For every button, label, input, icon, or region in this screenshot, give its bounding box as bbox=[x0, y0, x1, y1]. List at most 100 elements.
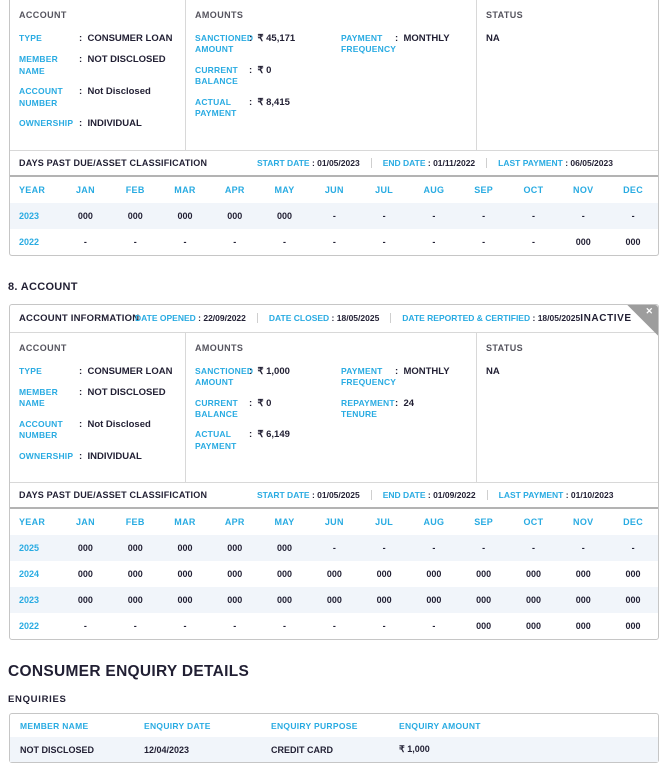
dpd-value-cell: 000 bbox=[625, 595, 641, 606]
account-fields: TYPE CONSUMER LOAN MEMBER NAME NOT DISCLOSE… bbox=[19, 33, 176, 131]
last-payment-label: LAST PAYMENT bbox=[498, 157, 563, 168]
dpd-header-cell: NOV bbox=[573, 517, 594, 528]
enquiry-header-cell: ENQUIRY DATE bbox=[144, 720, 211, 731]
dpd-value-cell: - bbox=[581, 210, 585, 221]
field-label: ACCOUNT NUMBER bbox=[19, 86, 63, 108]
field-value: INDIVIDUAL bbox=[79, 118, 141, 130]
dpd-year-row: 2022 - - - - - - - - 000 000 000 000 bbox=[10, 613, 658, 639]
close-icon[interactable]: ✕ bbox=[645, 305, 653, 316]
end-date-group: END DATE 01/11/2022 bbox=[370, 157, 475, 168]
dpd-value-cell: - bbox=[382, 236, 386, 247]
start-date-label: START DATE bbox=[257, 157, 310, 168]
date-closed-group: DATE CLOSED 18/05/2025 bbox=[256, 313, 380, 324]
account-column-title: ACCOUNT bbox=[19, 10, 67, 20]
dpd-value-cell: - bbox=[382, 621, 386, 632]
dpd-value-cell: 000 bbox=[277, 543, 293, 554]
dpd-value-cell: - bbox=[233, 236, 237, 247]
status-column: STATUS NA bbox=[477, 333, 658, 483]
status-column-title: STATUS bbox=[486, 10, 524, 20]
field-value: ₹ 6,149 bbox=[249, 429, 289, 452]
dpd-value-cell: 000 bbox=[625, 621, 641, 632]
enquiry-header-row: MEMBER NAME ENQUIRY DATE ENQUIRY PURPOSE EN… bbox=[10, 714, 658, 737]
start-date-group: START DATE 01/05/2023 bbox=[257, 158, 360, 168]
dpd-header-cell: APR bbox=[224, 517, 245, 528]
field-label: ACTUAL PAYMENT bbox=[195, 96, 237, 119]
amounts-right-fields: PAYMENT FREQUENCYMONTHLY bbox=[341, 33, 467, 129]
dpd-value-cell: 000 bbox=[277, 569, 293, 580]
enquiry-cell: 12/04/2023 bbox=[134, 737, 261, 763]
start-date-label: START DATE bbox=[257, 490, 310, 501]
end-date-label: END DATE bbox=[382, 490, 426, 501]
dpd-year-cell: 2022 bbox=[19, 236, 40, 247]
end-date-value: 01/11/2022 bbox=[426, 158, 475, 168]
dpd-value-cell: - bbox=[482, 543, 486, 554]
field-value: Not Disclosed bbox=[79, 419, 150, 442]
dpd-value-cell: - bbox=[581, 543, 585, 554]
dpd-header-cell: JUL bbox=[375, 184, 394, 195]
dpd-value-cell: - bbox=[83, 621, 87, 632]
dpd-value-cell: - bbox=[631, 543, 635, 554]
date-closed-value: 18/05/2025 bbox=[329, 313, 380, 323]
field-value: MONTHLY bbox=[395, 366, 449, 389]
account-column: ACCOUNT TYPE CONSUMER LOAN MEMBER NAME NOT … bbox=[10, 332, 186, 483]
amounts-left-fields: SANCTIONED AMOUNT₹ 45,171 CURRENT BALANCE… bbox=[195, 33, 341, 129]
field-row: MEMBER NAME NOT DISCLOSED bbox=[19, 387, 176, 410]
dpd-header-cell: DEC bbox=[623, 184, 644, 195]
field-row: ACTUAL PAYMENT ₹ 6,149 bbox=[195, 429, 341, 452]
dpd-value-cell: - bbox=[332, 210, 336, 221]
dpd-header-cell: JAN bbox=[75, 517, 95, 528]
date-closed-label: DATE CLOSED bbox=[268, 313, 330, 324]
dpd-year-row: 2023 000 000 000 000 000 000 000 000 000 000 000 000 bbox=[10, 587, 658, 614]
dpd-value-cell: - bbox=[183, 236, 187, 247]
field-row: ACCOUNT NUMBER Not Disclosed bbox=[19, 86, 176, 109]
dpd-value-cell: 000 bbox=[77, 210, 93, 221]
dpd-table-body: 2025 000 000 000 000 000 - - - - - - - 2024 000 000 000 0… bbox=[10, 535, 658, 639]
dpd-value-cell: - bbox=[183, 621, 187, 632]
dpd-value-cell: 000 bbox=[177, 595, 193, 606]
dpd-header-bar: DAYS PAST DUE/ASSET CLASSIFICATION START… bbox=[10, 149, 658, 177]
dpd-value-cell: 000 bbox=[575, 595, 591, 606]
dpd-value-cell: 000 bbox=[227, 569, 243, 580]
dpd-value-cell: 000 bbox=[525, 621, 541, 632]
field-value: Not Disclosed bbox=[79, 86, 150, 109]
field-label: OWNERSHIP bbox=[19, 450, 74, 461]
dpd-value-cell: 000 bbox=[127, 210, 143, 221]
dpd-value-cell: 000 bbox=[177, 569, 193, 580]
account-information-bar: ACCOUNT INFORMATION DATE OPENED 22/09/20… bbox=[10, 305, 658, 333]
dpd-year-row: 2024 000 000 000 000 000 000 000 000 000 000 000 000 bbox=[10, 561, 658, 587]
dpd-header-cell: OCT bbox=[523, 517, 544, 528]
dpd-header-cell: SEP bbox=[474, 184, 494, 195]
field-label: SANCTIONED AMOUNT bbox=[195, 365, 254, 388]
dpd-value-cell: 000 bbox=[127, 569, 143, 580]
dpd-value-cell: 000 bbox=[376, 569, 392, 580]
field-value: ₹ 1,000 bbox=[249, 366, 289, 389]
field-label: ACTUAL PAYMENT bbox=[195, 429, 237, 451]
dpd-value-cell: 000 bbox=[77, 569, 93, 580]
dpd-value-cell: 000 bbox=[127, 543, 143, 554]
dpd-value-cell: 000 bbox=[426, 595, 442, 606]
dpd-value-cell: 000 bbox=[476, 595, 492, 606]
field-value: MONTHLY bbox=[395, 33, 449, 56]
dpd-header-cell: APR bbox=[224, 184, 245, 195]
field-row: OWNERSHIP INDIVIDUAL bbox=[19, 118, 176, 130]
field-label: CURRENT BALANCE bbox=[195, 397, 238, 419]
field-label: PAYMENT FREQUENCY bbox=[341, 365, 397, 388]
dpd-value-cell: - bbox=[382, 210, 386, 221]
dpd-table-body: 2023 000 000 000 000 000 - - - - - - - 2022 - - - - - - - - - -… bbox=[10, 202, 658, 255]
dpd-value-cell: 000 bbox=[227, 543, 243, 554]
date-reported-group: DATE REPORTED & CERTIFIED 18/05/2025 bbox=[390, 313, 580, 324]
dpd-value-cell: 000 bbox=[625, 236, 641, 247]
dpd-months-table-wrap: YEAR JAN FEB MAR APR MAY JUN JUL AUG SEP OCT NOV DEC… bbox=[10, 177, 658, 255]
amounts-grid: SANCTIONED AMOUNT₹ 1,000 CURRENT BALANCE ₹… bbox=[195, 366, 467, 462]
account-panel-top: ACCOUNT TYPE CONSUMER LOAN MEMBER NAME NOT … bbox=[9, 0, 659, 256]
dpd-header-cell: DEC bbox=[623, 517, 644, 528]
amounts-column-title: AMOUNTS bbox=[195, 10, 244, 20]
section-8-heading: 8. ACCOUNT bbox=[8, 280, 78, 293]
dpd-months-table: YEAR JAN FEB MAR APR MAY JUN JUL AUG SEP OCT NOV DEC… bbox=[10, 177, 658, 255]
field-row: CURRENT BALANCE ₹ 0 bbox=[195, 398, 341, 421]
field-row: REPAYMENT TENURE24 bbox=[341, 398, 467, 421]
field-row: ACCOUNT NUMBER Not Disclosed bbox=[19, 419, 176, 442]
enquiry-header-cell: ENQUIRY AMOUNT bbox=[399, 720, 481, 731]
field-label: TYPE bbox=[19, 33, 43, 43]
field-row: TYPE CONSUMER LOAN bbox=[19, 366, 176, 378]
